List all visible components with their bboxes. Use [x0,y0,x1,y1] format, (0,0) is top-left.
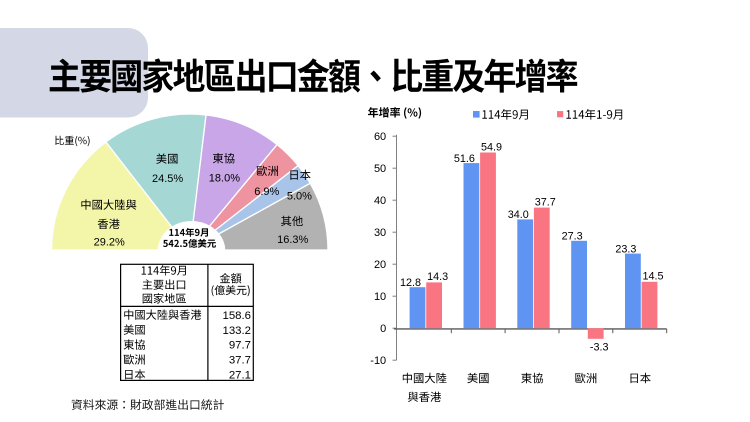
svg-text:14.5: 14.5 [642,271,663,283]
svg-text:37.7: 37.7 [229,355,251,367]
svg-text:20: 20 [374,259,386,271]
svg-text:37.7: 37.7 [535,196,556,208]
svg-text:27.1: 27.1 [229,370,251,382]
svg-text:34.0: 34.0 [508,209,529,221]
svg-text:158.6: 158.6 [222,310,251,322]
svg-text:54.9: 54.9 [481,141,502,153]
svg-text:12.8: 12.8 [400,277,421,289]
svg-text:27.3: 27.3 [562,231,583,243]
svg-text:10: 10 [374,291,386,303]
svg-text:6.9%: 6.9% [254,186,279,198]
svg-text:29.2%: 29.2% [94,237,125,249]
svg-text:-3.3: -3.3 [590,342,609,354]
svg-text:50: 50 [374,163,386,175]
svg-text:0: 0 [380,323,386,335]
svg-text:97.7: 97.7 [229,340,251,352]
svg-text:18.0%: 18.0% [209,172,240,184]
svg-text:40: 40 [374,195,386,207]
svg-text:14.3: 14.3 [427,271,448,283]
svg-text:16.3%: 16.3% [277,234,308,246]
svg-text:51.6: 51.6 [454,153,475,165]
svg-text:30: 30 [374,227,386,239]
svg-text:-10: -10 [370,355,386,367]
svg-text:24.5%: 24.5% [152,173,183,185]
svg-text:5.0%: 5.0% [287,191,312,203]
svg-text:60: 60 [374,131,386,143]
svg-text:133.2: 133.2 [222,325,251,337]
svg-text:23.3: 23.3 [615,243,636,255]
